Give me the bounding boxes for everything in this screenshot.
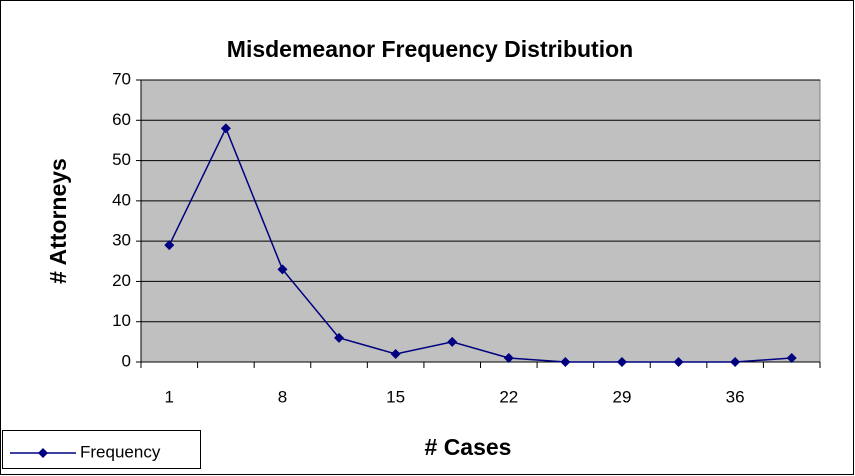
y-tick-label: 30: [112, 231, 131, 250]
point: [560, 357, 571, 367]
point: [503, 352, 514, 363]
point: [673, 357, 684, 367]
x-tick-label: 1: [165, 387, 174, 406]
y-tick-label: 60: [112, 110, 131, 129]
point: [786, 352, 797, 363]
x-tick-label: 15: [386, 387, 405, 406]
point: [277, 264, 288, 275]
plot-area: [140, 79, 821, 363]
y-tick-label: 0: [122, 351, 131, 370]
x-axis-label: # Cases: [425, 434, 512, 460]
x-tick-label: 29: [612, 387, 631, 406]
x-tick-label: 36: [726, 387, 745, 406]
y-tick-label: 10: [112, 311, 131, 330]
chart-title: Misdemeanor Frequency Distribution: [227, 36, 633, 62]
x-tick-label: 22: [499, 387, 518, 406]
legend-label: Frequency: [80, 442, 161, 461]
series-line: [168, 126, 792, 363]
point: [447, 336, 458, 347]
point: [220, 123, 231, 134]
x-tick-label: 8: [278, 387, 287, 406]
y-axis-label: # Attorneys: [45, 158, 71, 284]
y-tick-label: 40: [112, 190, 131, 209]
y-tick-label: 50: [112, 150, 131, 169]
point: [334, 332, 345, 343]
legend-box: [2, 430, 201, 469]
legend: Frequency: [2, 430, 201, 469]
point: [616, 357, 627, 367]
y-tick-label: 70: [112, 69, 131, 88]
point: [164, 240, 175, 251]
legend-marker: [38, 448, 48, 458]
point: [730, 357, 741, 367]
y-tick-label: 20: [112, 271, 131, 290]
point: [390, 348, 401, 359]
